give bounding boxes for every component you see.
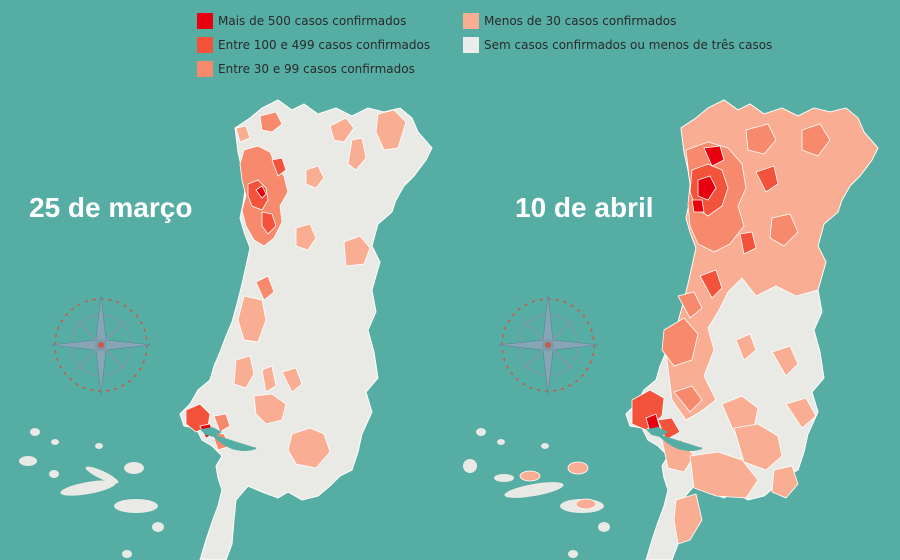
- legend-label: Sem casos confirmados ou menos de três c…: [484, 38, 773, 52]
- legend-label: Entre 100 e 499 casos confirmados: [218, 38, 431, 52]
- legend-swatch: [197, 61, 213, 77]
- compass-rose-icon: [497, 294, 599, 396]
- cases-regions-april: [631, 99, 879, 545]
- legend-item-over-500: Mais de 500 casos confirmados: [197, 9, 430, 33]
- islands: [19, 428, 164, 558]
- islands: [463, 428, 610, 558]
- legend-column-2: Menos de 30 casos confirmados Sem casos …: [463, 9, 772, 57]
- legend-swatch: [197, 37, 213, 53]
- cases-regions-march: [185, 109, 407, 469]
- legend-column-1: Mais de 500 casos confirmados Entre 100 …: [197, 9, 430, 81]
- legend-item-no-cases: Sem casos confirmados ou menos de três c…: [463, 33, 772, 57]
- compass-rose-icon: [50, 294, 152, 396]
- legend-label: Menos de 30 casos confirmados: [484, 14, 677, 28]
- map-date-label-right: 10 de abril: [515, 192, 654, 223]
- map-march-25: [19, 99, 433, 560]
- map-date-label-left: 25 de março: [29, 192, 193, 223]
- legend-swatch: [463, 37, 479, 53]
- legend-swatch: [463, 13, 479, 29]
- legend-item-100-499: Entre 100 e 499 casos confirmados: [197, 33, 430, 57]
- map-april-10: [463, 99, 879, 560]
- legend-label: Mais de 500 casos confirmados: [218, 14, 407, 28]
- legend-item-under-30: Menos de 30 casos confirmados: [463, 9, 772, 33]
- legend-label: Entre 30 e 99 casos confirmados: [218, 62, 415, 76]
- legend-swatch: [197, 13, 213, 29]
- legend-item-30-99: Entre 30 e 99 casos confirmados: [197, 57, 430, 81]
- islands-with-cases: [519, 461, 597, 510]
